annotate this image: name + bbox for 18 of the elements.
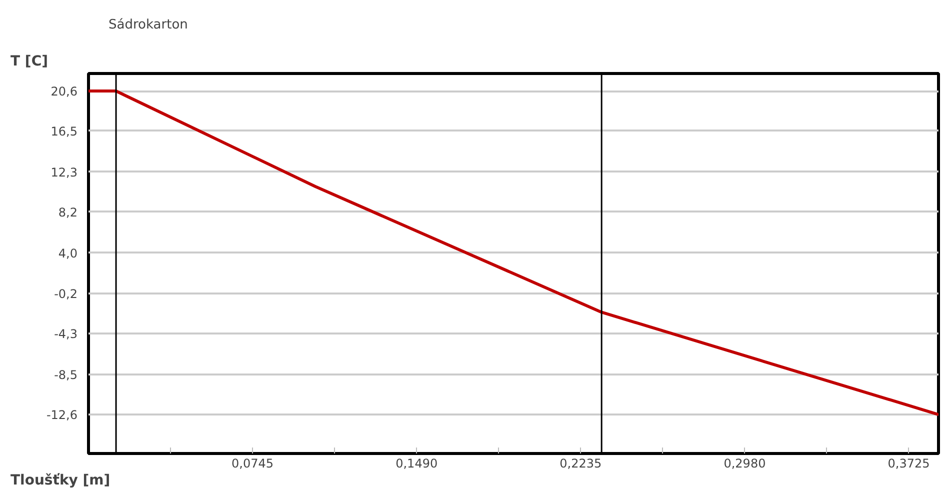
y-tick-label: 8,2 <box>58 205 78 220</box>
y-tick-label: 16,5 <box>50 124 78 138</box>
x-tick-label: 0,0745 <box>232 456 274 470</box>
y-tick-label: 20,6 <box>50 84 78 99</box>
y-tick-label: 4,0 <box>58 246 78 260</box>
y-tick-label: -12,6 <box>46 408 78 422</box>
x-tick-label: 0,2235 <box>560 456 602 470</box>
y-tick-label: -8,5 <box>54 368 78 382</box>
text: Sádrokarton <box>108 18 188 32</box>
x-tick-label: 0,2980 <box>724 456 766 470</box>
y-tick-label: -4,3 <box>54 327 78 342</box>
x-tick-label: 0,3725 <box>888 456 930 470</box>
line-series <box>88 90 938 416</box>
x-tick-label: 0,1490 <box>396 456 438 470</box>
y-tick-label: 12,3 <box>50 165 78 180</box>
x-axis-title: Tloušťky [m] <box>10 472 110 488</box>
y-tick-label: -0,2 <box>54 287 78 302</box>
y-axis-title: T [C] <box>10 54 48 70</box>
